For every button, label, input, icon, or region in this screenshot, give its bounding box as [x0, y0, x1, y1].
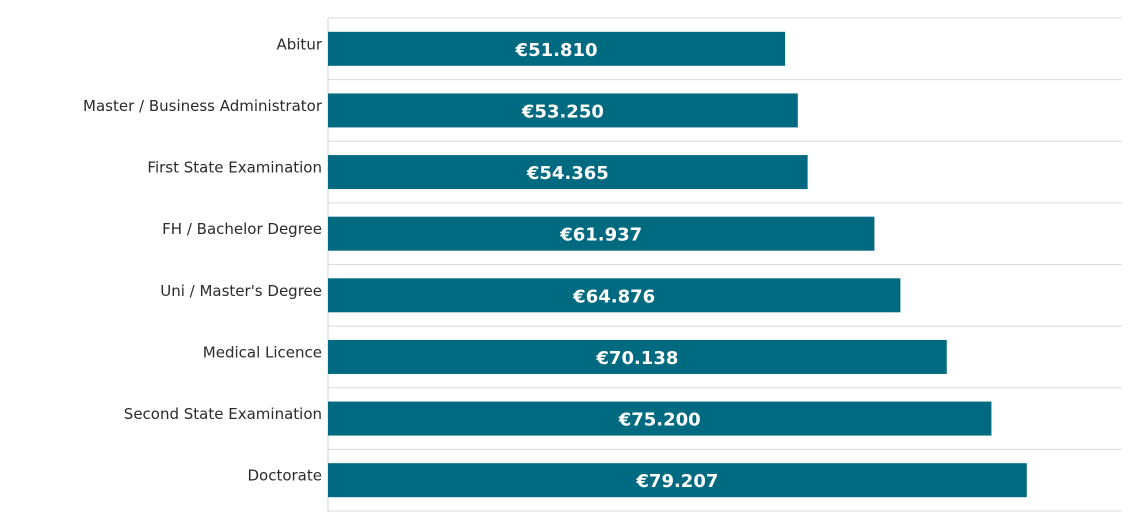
category-label: Second State Examination: [124, 405, 322, 423]
category-label: Doctorate: [247, 467, 322, 485]
bar: [328, 339, 947, 374]
bar-value-label: €64.876: [572, 286, 655, 307]
bar: [328, 401, 992, 436]
bar: [328, 31, 786, 66]
bar-value-label: €53.250: [521, 101, 604, 122]
bar: [328, 463, 1027, 498]
bar-value-label: €61.937: [559, 225, 642, 246]
bar: [328, 93, 798, 128]
category-labels: Abitur Master / Business Administrator Fir…: [83, 35, 323, 484]
value-labels: €51.810 €53.250 €54.365 €61.937 €64.876 €70.1…: [515, 40, 719, 492]
category-label: Master / Business Administrator: [83, 97, 323, 115]
bar: [328, 155, 808, 190]
bar-value-label: €54.365: [526, 163, 609, 184]
bar: [328, 216, 875, 251]
bar-value-label: €70.138: [595, 348, 678, 369]
category-label: Abitur: [276, 35, 322, 53]
bar-value-label: €75.200: [618, 410, 701, 431]
bar-value-label: €51.810: [515, 40, 598, 61]
bar: [328, 278, 901, 313]
bars: [328, 31, 1027, 498]
category-label: First State Examination: [147, 159, 322, 177]
grid-lines: [328, 17, 1122, 512]
bar-value-label: €79.207: [635, 471, 718, 492]
category-label: Medical Licence: [203, 343, 322, 361]
category-label: Uni / Master's Degree: [160, 282, 322, 300]
category-label: FH / Bachelor Degree: [162, 220, 322, 238]
